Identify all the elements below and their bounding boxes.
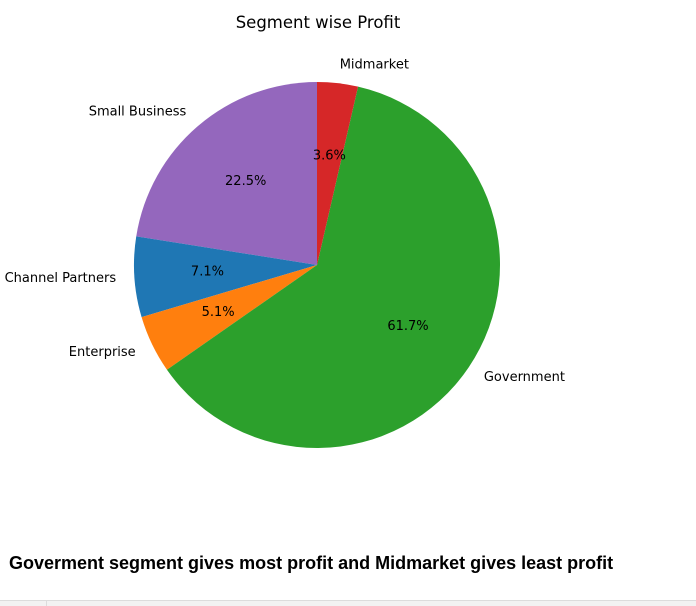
bottom-scroll-edge (0, 600, 696, 606)
pct-label-enterprise: 5.1% (202, 305, 235, 320)
category-label-government: Government (484, 370, 565, 385)
pct-label-midmarket: 3.6% (313, 148, 346, 163)
pie-category-labels: Small Business Channel Partners Enterprise… (5, 57, 565, 385)
caption-text: Goverment segment gives most profit and … (9, 553, 614, 573)
pct-label-government: 61.7% (387, 319, 428, 334)
category-label-channel-partners: Channel Partners (5, 271, 117, 286)
pct-label-small-business: 22.5% (225, 174, 266, 189)
pie-slice-enterprise (141, 265, 317, 370)
pie-slice-midmarket (317, 82, 359, 265)
chart-title: Segment wise Profit (236, 13, 401, 32)
pct-label-channel-partners: 7.1% (191, 265, 224, 280)
pie-slice-small-business (136, 82, 317, 265)
category-label-enterprise: Enterprise (69, 345, 136, 360)
pie-slice-government (166, 86, 501, 449)
pie-slices (134, 82, 501, 449)
pie-percentage-labels: 22.5% 7.1% 5.1% 61.7% 3.6% (191, 148, 429, 334)
pie-slice-channel-partners (134, 236, 317, 318)
pie-chart: Segment wise Profit 22.5% 7.1% 5.1% 61.7% 3.… (5, 13, 565, 449)
category-label-midmarket: Midmarket (340, 57, 409, 72)
category-label-small-business: Small Business (89, 104, 187, 119)
bottom-scroll-edge-tick (46, 601, 47, 606)
